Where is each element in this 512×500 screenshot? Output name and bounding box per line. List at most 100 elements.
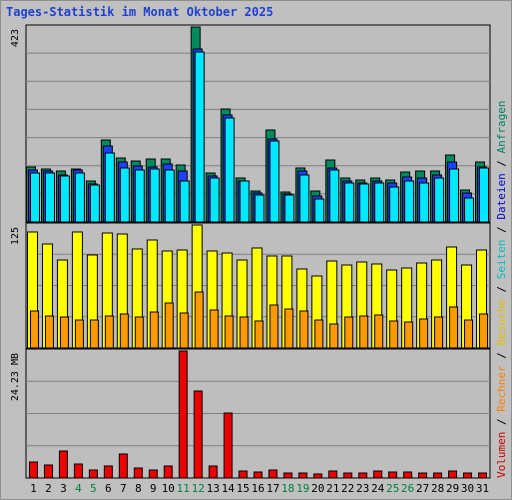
bar-seiten-31 <box>479 167 490 223</box>
bar-volumen-19 <box>298 472 308 479</box>
day-label-9: 9 <box>150 482 157 495</box>
bar-rechner-9 <box>149 311 159 349</box>
bar-rechner-19 <box>299 310 309 349</box>
bar-rechner-4 <box>74 319 84 349</box>
bar-seiten-5 <box>89 184 100 223</box>
bar-volumen-18 <box>283 472 293 479</box>
bar-volumen-5 <box>88 469 98 479</box>
legend-rechner: Rechner <box>495 365 508 412</box>
day-label-4: 4 <box>75 482 82 495</box>
bar-rechner-21 <box>329 323 339 349</box>
bar-seiten-22 <box>344 182 355 223</box>
bar-rechner-23 <box>359 315 369 349</box>
day-label-20: 20 <box>311 482 324 495</box>
day-label-31: 31 <box>476 482 489 495</box>
bar-volumen-4 <box>73 463 83 479</box>
legend-separator: / <box>495 412 508 432</box>
legend-dateien: Dateien <box>495 173 508 219</box>
chart-title: Tages-Statistik im Monat Oktober 2025 <box>6 5 274 19</box>
bar-rechner-27 <box>419 318 429 349</box>
bar-rechner-14 <box>224 315 234 349</box>
bar-seiten-12 <box>194 51 205 223</box>
bar-volumen-6 <box>103 465 113 479</box>
bar-rechner-17 <box>269 304 279 349</box>
bar-seiten-29 <box>449 168 460 223</box>
day-label-3: 3 <box>60 482 67 495</box>
day-label-1: 1 <box>30 482 37 495</box>
middle-panel-ylabel: 125 <box>10 227 21 245</box>
bar-rechner-26 <box>404 321 414 349</box>
bar-seiten-18 <box>284 194 295 223</box>
bar-seiten-19 <box>299 174 310 223</box>
bar-seiten-24 <box>374 182 385 223</box>
bar-volumen-26 <box>403 471 413 479</box>
top-panel-ylabel: 423 <box>10 29 21 47</box>
legend-volumen: Volumen <box>495 432 508 478</box>
bar-seiten-14 <box>224 117 235 223</box>
day-label-28: 28 <box>431 482 444 495</box>
bar-volumen-22 <box>343 472 353 479</box>
bar-seiten-30 <box>464 197 475 223</box>
legend-separator: / <box>495 220 508 240</box>
legend-anfragen: Anfragen <box>495 100 508 153</box>
day-label-26: 26 <box>401 482 414 495</box>
bar-volumen-15 <box>238 470 248 479</box>
bar-volumen-29 <box>448 470 458 479</box>
bar-seiten-17 <box>269 140 280 223</box>
day-label-14: 14 <box>221 482 235 495</box>
bar-rechner-5 <box>89 319 99 349</box>
bar-seiten-20 <box>314 198 325 223</box>
bar-rechner-12 <box>194 291 204 349</box>
bar-seiten-10 <box>164 169 175 223</box>
bar-seiten-4 <box>74 172 85 223</box>
day-label-21: 21 <box>326 482 339 495</box>
bar-seiten-15 <box>239 180 250 223</box>
day-label-16: 16 <box>251 482 264 495</box>
day-label-15: 15 <box>236 482 249 495</box>
bar-seiten-21 <box>329 169 340 223</box>
bar-seiten-3 <box>59 175 70 223</box>
bar-volumen-28 <box>433 472 443 479</box>
bar-seiten-1 <box>29 172 40 223</box>
bar-rechner-31 <box>479 313 489 349</box>
bar-seiten-2 <box>44 172 55 223</box>
day-label-8: 8 <box>135 482 142 495</box>
legend-separator: / <box>495 153 508 173</box>
day-label-19: 19 <box>296 482 309 495</box>
bar-volumen-31 <box>478 472 488 479</box>
legend-separator: / <box>495 346 508 366</box>
bar-rechner-28 <box>434 316 444 349</box>
bar-rechner-15 <box>239 316 249 349</box>
bar-volumen-1 <box>28 461 38 479</box>
bar-rechner-22 <box>344 316 354 349</box>
day-label-5: 5 <box>90 482 97 495</box>
bar-rechner-1 <box>29 310 39 349</box>
bar-volumen-2 <box>43 464 53 479</box>
bar-volumen-9 <box>148 469 158 479</box>
day-label-23: 23 <box>356 482 369 495</box>
bar-volumen-30 <box>463 472 473 479</box>
legend-seiten: Seiten <box>495 240 508 280</box>
bar-rechner-2 <box>44 315 54 349</box>
day-label-10: 10 <box>162 482 175 495</box>
bar-seiten-8 <box>134 169 145 223</box>
day-label-7: 7 <box>120 482 127 495</box>
bar-rechner-29 <box>449 306 459 349</box>
day-label-6: 6 <box>105 482 112 495</box>
bar-seiten-27 <box>419 182 430 223</box>
bar-volumen-7 <box>118 453 128 479</box>
bar-rechner-8 <box>134 316 144 349</box>
bar-seiten-7 <box>119 167 130 223</box>
bar-seiten-13 <box>209 177 220 223</box>
day-label-18: 18 <box>281 482 294 495</box>
bar-volumen-17 <box>268 469 278 479</box>
day-label-29: 29 <box>446 482 459 495</box>
bar-volumen-21 <box>328 470 338 479</box>
bar-volumen-16 <box>253 471 263 479</box>
bar-seiten-6 <box>104 152 115 223</box>
bar-rechner-18 <box>284 308 294 349</box>
day-label-13: 13 <box>206 482 219 495</box>
bar-rechner-6 <box>104 315 114 349</box>
legend-besuche: Besuche <box>495 299 508 345</box>
